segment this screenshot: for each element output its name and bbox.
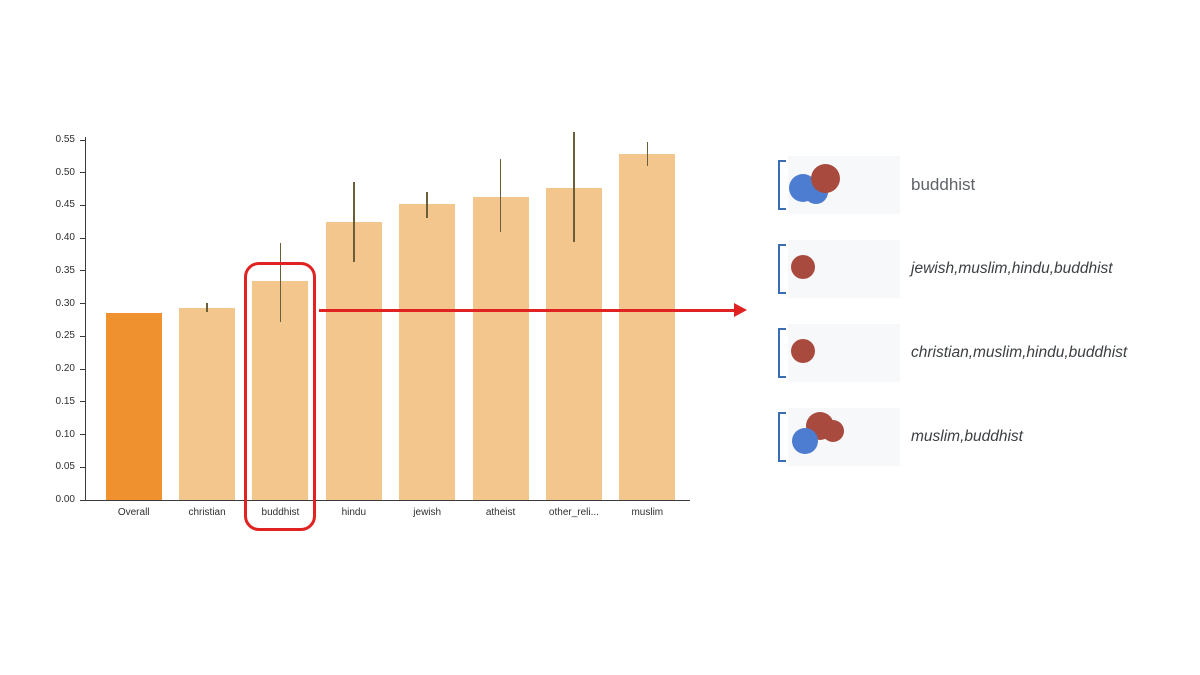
- red-dot-icon: [822, 420, 844, 442]
- bracket-icon: [778, 412, 786, 462]
- annotation-arrow-line: [319, 308, 734, 312]
- y-tick-mark: [80, 401, 85, 403]
- y-tick-mark: [80, 303, 85, 305]
- annotation-arrow-head-icon: [734, 302, 747, 317]
- y-tick-label: 0.45: [55, 199, 75, 211]
- bar-atheist[interactable]: [472, 196, 529, 500]
- y-tick-label: 0.30: [55, 297, 75, 309]
- y-tick-mark: [80, 335, 85, 337]
- error-bar-other_reli...: [573, 132, 575, 243]
- x-category-label: muslim: [631, 507, 664, 518]
- y-tick-label: 0.20: [55, 363, 75, 375]
- scatter-thumbnail: [788, 408, 900, 466]
- red-dot-icon: [791, 339, 815, 363]
- bracket-icon: [778, 328, 786, 378]
- y-tick-mark: [80, 499, 85, 501]
- y-tick-label: 0.15: [55, 395, 75, 407]
- y-axis-line: [85, 137, 86, 500]
- y-tick-label: 0.10: [55, 428, 75, 440]
- highlight-box: [244, 261, 317, 531]
- panel-row-label: jewish,muslim,hindu,buddhist: [911, 260, 1113, 277]
- panel-row[interactable]: jewish,muslim,hindu,buddhist: [778, 240, 1127, 298]
- error-bar-atheist: [499, 158, 502, 232]
- bar-Overall[interactable]: [105, 313, 162, 500]
- bar-jewish[interactable]: [399, 204, 456, 500]
- y-tick-label: 0.50: [55, 166, 75, 178]
- bracket-icon: [778, 244, 786, 294]
- x-axis-line: [85, 500, 690, 501]
- panel-row[interactable]: muslim,buddhist: [778, 408, 1127, 466]
- y-tick-label: 0.55: [55, 134, 75, 145]
- y-tick-label: 0.05: [55, 461, 75, 473]
- error-bar-muslim: [646, 141, 649, 167]
- scatter-thumbnail: [788, 240, 900, 298]
- red-dot-icon: [811, 164, 840, 193]
- x-category-label: atheist: [485, 507, 516, 518]
- y-tick-mark: [80, 434, 85, 436]
- y-tick-mark: [80, 466, 85, 468]
- panel-row-label: muslim,buddhist: [911, 428, 1023, 445]
- y-tick-label: 0.40: [55, 232, 75, 244]
- x-category-label: buddhist: [261, 507, 300, 518]
- y-tick-mark: [80, 270, 85, 272]
- y-tick-mark: [80, 237, 85, 239]
- error-bar-christian: [206, 302, 208, 313]
- y-tick-mark: [80, 139, 85, 141]
- y-tick-label: 0.35: [55, 264, 75, 276]
- x-category-label: other_reli...: [548, 507, 599, 518]
- error-bar-buddhist: [279, 242, 282, 322]
- bracket-icon: [778, 160, 786, 210]
- x-category-label: hindu: [341, 507, 367, 518]
- panel-row[interactable]: christian,muslim,hindu,buddhist: [778, 324, 1127, 382]
- panel-row-label: christian,muslim,hindu,buddhist: [911, 344, 1128, 361]
- bar-chart: 0.00 0.05 0.10 0.15 0.20 0.25 0.30 0.35 0.40 0.45…: [55, 132, 690, 518]
- panel-row-label: buddhist: [911, 175, 976, 194]
- panel-row[interactable]: buddhist: [778, 156, 1127, 214]
- legend-panel: buddhist jewish,muslim,hindu,buddhist ch…: [778, 156, 1127, 492]
- error-bar-hindu: [353, 181, 355, 262]
- bar-christian[interactable]: [179, 308, 236, 500]
- y-tick-mark: [80, 204, 85, 206]
- y-tick-label: 0.25: [55, 330, 75, 342]
- red-dot-icon: [791, 255, 815, 279]
- x-category-label: christian: [188, 507, 226, 518]
- scatter-thumbnail: [788, 324, 900, 382]
- x-category-label: Overall: [117, 507, 150, 518]
- scatter-thumbnail: [788, 156, 900, 214]
- y-tick-mark: [80, 172, 85, 174]
- y-tick-label: 0.00: [55, 494, 75, 505]
- x-category-label: jewish: [413, 507, 442, 518]
- blue-dot-icon: [792, 428, 818, 454]
- bar-hindu[interactable]: [325, 221, 382, 500]
- error-bar-jewish: [426, 191, 428, 218]
- y-tick-mark: [80, 368, 85, 370]
- bar-muslim[interactable]: [619, 154, 676, 500]
